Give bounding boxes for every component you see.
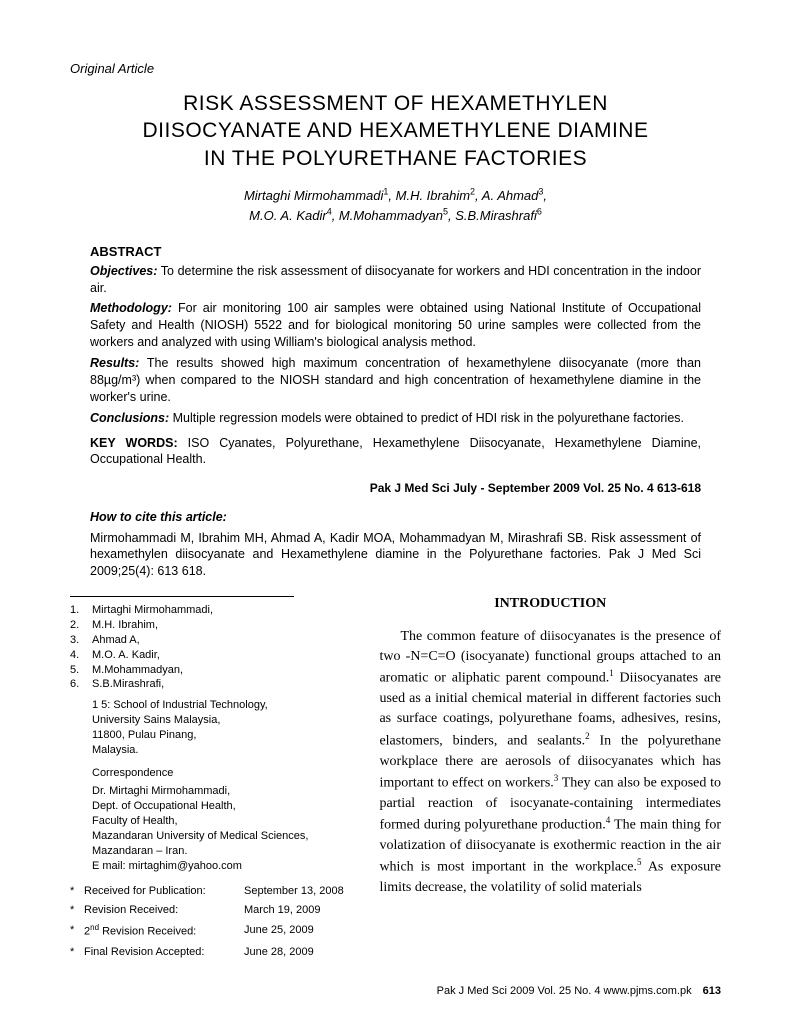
correspondence-heading: Correspondence: [92, 766, 349, 781]
authors-line: Mirtaghi Mirmohammadi1, M.H. Ibrahim2, A…: [244, 188, 547, 203]
institution: 1 5: School of Industrial Technology, Un…: [92, 698, 349, 757]
abstract-objectives: Objectives: To determine the risk assess…: [90, 263, 701, 297]
inst-line: 11800, Pulau Pinang,: [92, 729, 196, 741]
corr-line: Dr. Mirtaghi Mirmohammadi,: [92, 785, 230, 797]
introduction-text: The common feature of diisocyanates is t…: [379, 627, 721, 899]
affiliation-row: 5.M.Mohammadyan,: [70, 663, 349, 678]
introduction-column: INTRODUCTION The common feature of diiso…: [379, 594, 721, 964]
corr-line: Mazandaran – Iran.: [92, 845, 187, 857]
affil-name: M.H. Ibrahim,: [92, 618, 158, 633]
affiliation-row: 2.M.H. Ibrahim,: [70, 618, 349, 633]
date-row: *Received for Publication:September 13, …: [70, 884, 349, 899]
cite-heading: How to cite this article:: [90, 509, 701, 527]
affil-num: 2.: [70, 618, 92, 633]
keywords: KEY WORDS: ISO Cyanates, Polyurethane, H…: [90, 435, 701, 469]
article-type: Original Article: [70, 60, 721, 78]
page-footer: Pak J Med Sci 2009 Vol. 25 No. 4 www.pjm…: [437, 984, 721, 999]
journal-reference: Pak J Med Sci July - September 2009 Vol.…: [70, 480, 701, 497]
bullet-icon: *: [70, 884, 84, 899]
keywords-text: ISO Cyanates, Polyurethane, Hexamethylen…: [90, 436, 701, 467]
bullet-icon: *: [70, 923, 84, 940]
affiliation-row: 4.M.O. A. Kadir,: [70, 648, 349, 663]
affiliation-row: 1.Mirtaghi Mirmohammadi,: [70, 603, 349, 618]
affil-num: 4.: [70, 648, 92, 663]
date-label: Revision Received:: [84, 903, 244, 918]
conclusions-label: Conclusions:: [90, 411, 169, 425]
authors-block: Mirtaghi Mirmohammadi1, M.H. Ibrahim2, A…: [70, 186, 721, 225]
affiliation-row: 6.S.B.Mirashrafi,: [70, 677, 349, 692]
citation-block: How to cite this article: Mirmohammadi M…: [70, 509, 721, 580]
conclusions-text: Multiple regression models were obtained…: [169, 411, 684, 425]
article-title: RISK ASSESSMENT OF HEXAMETHYLEN DIISOCYA…: [70, 90, 721, 172]
authors-line: M.O. A. Kadir4, M.Mohammadyan5, S.B.Mira…: [249, 208, 542, 223]
affil-num: 1.: [70, 603, 92, 618]
title-line: DIISOCYANATE AND HEXAMETHYLENE DIAMINE: [143, 119, 649, 142]
methodology-text: For air monitoring 100 air samples were …: [90, 301, 701, 349]
correspondence-body: Dr. Mirtaghi Mirmohammadi, Dept. of Occup…: [92, 784, 349, 873]
keywords-label: KEY WORDS:: [90, 436, 178, 450]
date-value: September 13, 2008: [244, 884, 344, 899]
corr-line: E mail: mirtaghim@yahoo.com: [92, 860, 242, 872]
inst-line: Malaysia.: [92, 744, 138, 756]
date-value: June 25, 2009: [244, 923, 314, 940]
bullet-icon: *: [70, 945, 84, 960]
date-value: June 28, 2009: [244, 945, 314, 960]
bullet-icon: *: [70, 903, 84, 918]
results-text: The results showed high maximum concentr…: [90, 356, 701, 404]
affiliation-row: 3.Ahmad A,: [70, 633, 349, 648]
date-row: *2nd Revision Received:June 25, 2009: [70, 923, 349, 940]
date-label: Received for Publication:: [84, 884, 244, 899]
title-line: IN THE POLYURETHANE FACTORIES: [204, 147, 587, 170]
date-row: *Final Revision Accepted:June 28, 2009: [70, 945, 349, 960]
introduction-heading: INTRODUCTION: [379, 594, 721, 614]
affil-name: Mirtaghi Mirmohammadi,: [92, 603, 213, 618]
affil-num: 3.: [70, 633, 92, 648]
date-label: 2nd Revision Received:: [84, 923, 244, 940]
abstract-conclusions: Conclusions: Multiple regression models …: [90, 410, 701, 427]
date-row: *Revision Received:March 19, 2009: [70, 903, 349, 918]
date-label: Final Revision Accepted:: [84, 945, 244, 960]
abstract-heading: ABSTRACT: [90, 243, 701, 261]
affil-name: M.O. A. Kadir,: [92, 648, 160, 663]
affil-num: 6.: [70, 677, 92, 692]
methodology-label: Methodology:: [90, 301, 172, 315]
page-number: 613: [703, 985, 721, 997]
corr-line: Mazandaran University of Medical Science…: [92, 830, 308, 842]
abstract-results: Results: The results showed high maximum…: [90, 355, 701, 406]
affil-name: Ahmad A,: [92, 633, 140, 648]
objectives-text: To determine the risk assessment of diis…: [90, 264, 701, 295]
cite-text: Mirmohammadi M, Ibrahim MH, Ahmad A, Kad…: [90, 530, 701, 581]
date-value: March 19, 2009: [244, 903, 320, 918]
results-label: Results:: [90, 356, 139, 370]
affil-name: S.B.Mirashrafi,: [92, 677, 164, 692]
footer-text: Pak J Med Sci 2009 Vol. 25 No. 4 www.pjm…: [437, 985, 692, 997]
divider: [70, 596, 294, 597]
abstract-methodology: Methodology: For air monitoring 100 air …: [90, 300, 701, 351]
inst-line: 1 5: School of Industrial Technology,: [92, 699, 268, 711]
affiliations-column: 1.Mirtaghi Mirmohammadi,2.M.H. Ibrahim,3…: [70, 594, 349, 964]
affil-num: 5.: [70, 663, 92, 678]
affil-name: M.Mohammadyan,: [92, 663, 183, 678]
title-line: RISK ASSESSMENT OF HEXAMETHYLEN: [183, 92, 608, 115]
objectives-label: Objectives:: [90, 264, 157, 278]
corr-line: Faculty of Health,: [92, 815, 178, 827]
corr-line: Dept. of Occupational Health,: [92, 800, 236, 812]
abstract-section: ABSTRACT Objectives: To determine the ri…: [70, 243, 721, 468]
inst-line: University Sains Malaysia,: [92, 714, 220, 726]
